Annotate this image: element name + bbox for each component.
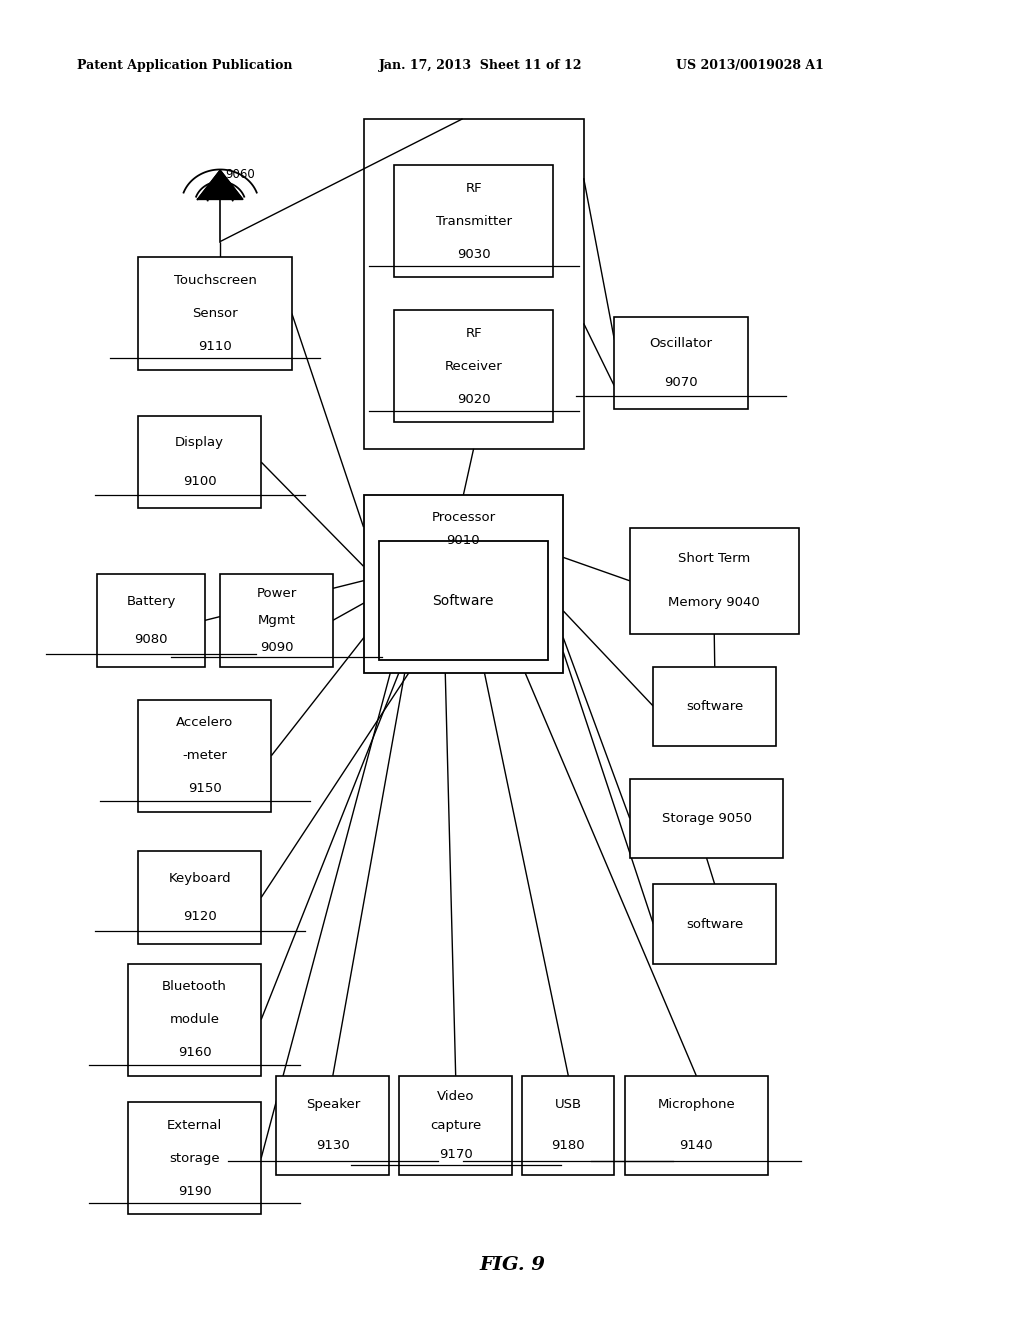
- Bar: [138, 257, 292, 370]
- Bar: [630, 528, 799, 634]
- Bar: [276, 1076, 389, 1175]
- Text: 9020: 9020: [457, 393, 490, 405]
- Text: Accelero: Accelero: [176, 717, 233, 729]
- Text: RF: RF: [465, 327, 482, 339]
- Bar: [138, 851, 261, 944]
- Text: Short Term: Short Term: [678, 552, 751, 565]
- Bar: [614, 317, 748, 409]
- Bar: [138, 416, 261, 508]
- Text: 9100: 9100: [183, 475, 216, 488]
- Text: External: External: [167, 1119, 222, 1131]
- Text: 9060: 9060: [225, 168, 255, 181]
- Bar: [220, 574, 333, 667]
- Text: 9130: 9130: [316, 1139, 349, 1152]
- Text: 9150: 9150: [188, 783, 221, 795]
- Text: Battery: Battery: [126, 594, 176, 607]
- Bar: [394, 310, 553, 422]
- Text: 9190: 9190: [178, 1185, 211, 1197]
- Text: Bluetooth: Bluetooth: [162, 981, 227, 993]
- Text: Jan. 17, 2013  Sheet 11 of 12: Jan. 17, 2013 Sheet 11 of 12: [379, 59, 583, 73]
- Text: Power: Power: [256, 586, 297, 599]
- Polygon shape: [198, 170, 243, 199]
- Text: Speaker: Speaker: [306, 1098, 359, 1111]
- Text: Sensor: Sensor: [193, 308, 238, 319]
- Text: storage: storage: [169, 1152, 220, 1164]
- Text: 9030: 9030: [457, 248, 490, 260]
- Bar: [394, 165, 553, 277]
- Bar: [379, 541, 548, 660]
- Text: Patent Application Publication: Patent Application Publication: [77, 59, 292, 73]
- Text: Software: Software: [432, 594, 495, 607]
- Text: Touchscreen: Touchscreen: [174, 275, 256, 286]
- Text: Transmitter: Transmitter: [435, 215, 512, 227]
- Text: software: software: [686, 700, 743, 713]
- Text: Mgmt: Mgmt: [257, 614, 296, 627]
- Bar: [625, 1076, 768, 1175]
- Text: Display: Display: [175, 436, 224, 449]
- Text: capture: capture: [430, 1119, 481, 1131]
- Text: 9070: 9070: [665, 376, 697, 389]
- Text: 9160: 9160: [178, 1047, 211, 1059]
- Bar: [399, 1076, 512, 1175]
- Bar: [522, 1076, 614, 1175]
- Text: 9110: 9110: [199, 341, 231, 352]
- Bar: [128, 964, 261, 1076]
- Text: Keyboard: Keyboard: [168, 871, 231, 884]
- Text: Storage 9050: Storage 9050: [662, 812, 752, 825]
- Text: 9080: 9080: [134, 634, 168, 647]
- Text: Microphone: Microphone: [657, 1098, 735, 1111]
- Bar: [138, 700, 271, 812]
- Text: 9170: 9170: [439, 1148, 472, 1160]
- Bar: [364, 119, 584, 449]
- Text: module: module: [170, 1014, 219, 1026]
- Text: Memory 9040: Memory 9040: [669, 597, 760, 610]
- Text: software: software: [686, 917, 743, 931]
- Bar: [630, 779, 783, 858]
- Bar: [128, 1102, 261, 1214]
- Text: 9120: 9120: [183, 911, 216, 924]
- Text: -meter: -meter: [182, 750, 227, 762]
- Bar: [653, 884, 776, 964]
- Text: FIG. 9: FIG. 9: [479, 1255, 545, 1274]
- Bar: [364, 495, 563, 673]
- Text: RF: RF: [465, 182, 482, 194]
- Bar: [97, 574, 205, 667]
- Text: 9090: 9090: [260, 642, 293, 655]
- Text: Oscillator: Oscillator: [649, 337, 713, 350]
- Text: Processor: Processor: [431, 511, 496, 524]
- Text: 9180: 9180: [552, 1139, 585, 1152]
- Text: 9010: 9010: [446, 535, 480, 546]
- Text: US 2013/0019028 A1: US 2013/0019028 A1: [676, 59, 823, 73]
- Text: Video: Video: [437, 1090, 474, 1102]
- Bar: [653, 667, 776, 746]
- Text: 9140: 9140: [680, 1139, 713, 1152]
- Text: USB: USB: [555, 1098, 582, 1111]
- Text: Receiver: Receiver: [444, 360, 503, 372]
